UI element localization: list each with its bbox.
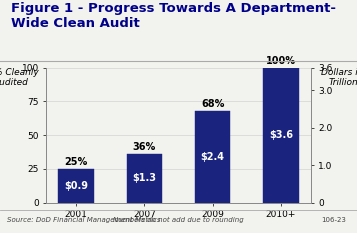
Text: 68%: 68%: [201, 99, 224, 109]
Bar: [263, 68, 298, 203]
Text: % Cleanly
Audited: % Cleanly Audited: [0, 68, 38, 87]
Text: Figure 1 - Progress Towards A Department-
Wide Clean Audit: Figure 1 - Progress Towards A Department…: [11, 2, 336, 30]
Text: 36%: 36%: [133, 142, 156, 152]
Text: Dollars in
Trillions: Dollars in Trillions: [321, 68, 357, 87]
Bar: [195, 111, 230, 203]
Text: 106-23: 106-23: [321, 217, 346, 223]
Text: $0.9: $0.9: [64, 181, 88, 191]
Text: $2.4: $2.4: [201, 152, 225, 162]
Text: Numbers do not add due to rounding: Numbers do not add due to rounding: [113, 217, 244, 223]
Text: $1.3: $1.3: [132, 173, 156, 183]
Text: Source: DoD Financial Management Metrics: Source: DoD Financial Management Metrics: [7, 217, 161, 223]
Bar: [127, 154, 162, 203]
Text: 100%: 100%: [266, 55, 296, 65]
Bar: [59, 169, 94, 203]
Text: 25%: 25%: [65, 157, 88, 167]
Text: $3.6: $3.6: [269, 130, 293, 140]
